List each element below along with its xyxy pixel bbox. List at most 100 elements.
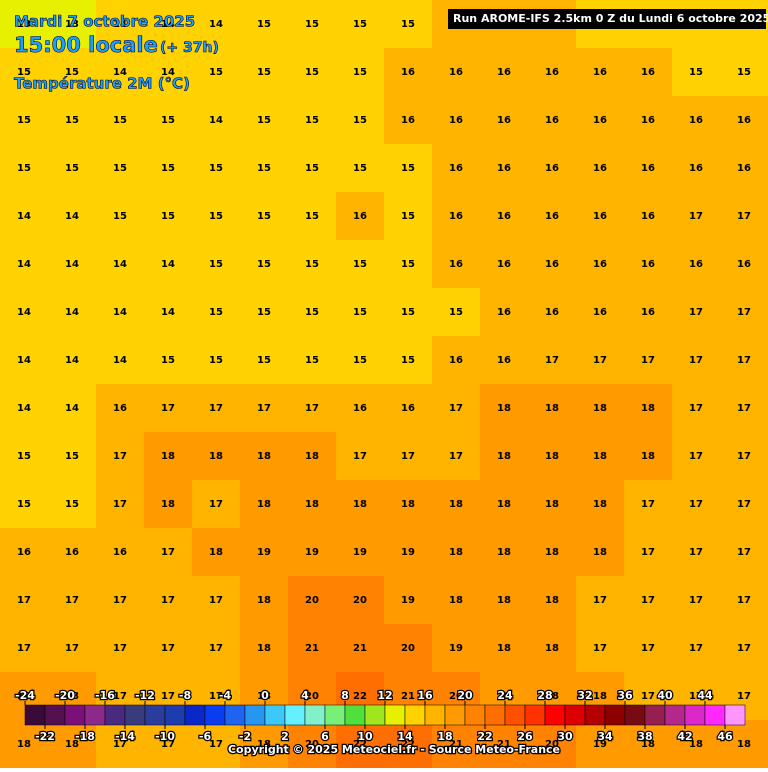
temperature-cell (432, 48, 481, 97)
temperature-value: 15 (257, 115, 271, 126)
colorbar-label: 22 (477, 730, 492, 743)
temperature-cell (336, 576, 385, 625)
temperature-cell (336, 336, 385, 385)
temperature-value: 18 (449, 595, 463, 606)
temperature-value: 20 (305, 739, 319, 750)
temperature-cell (576, 432, 625, 481)
colorbar-label: 42 (677, 730, 692, 743)
temperature-value: 20 (545, 739, 559, 750)
temperature-value: 15 (401, 259, 415, 270)
temperature-value: 14 (113, 19, 127, 30)
temperature-cell (720, 720, 768, 769)
parameter: Température 2M (°C) (14, 75, 190, 93)
temperature-value: 13 (17, 19, 31, 30)
temperature-cell (432, 480, 481, 529)
temperature-value: 15 (257, 307, 271, 318)
temperature-cell (0, 240, 49, 289)
temperature-value: 15 (305, 67, 319, 78)
temperature-cell (624, 480, 673, 529)
temperature-cell (0, 96, 49, 145)
temperature-value: 15 (113, 163, 127, 174)
temperature-value: 17 (449, 403, 463, 414)
temperature-value: 16 (545, 259, 559, 270)
temperature-value: 15 (257, 259, 271, 270)
temperature-value: 17 (593, 355, 607, 366)
temperature-value: 17 (737, 691, 751, 702)
temperature-cell (624, 624, 673, 673)
colorbar-swatch (524, 704, 546, 726)
temperature-cell (240, 192, 289, 241)
temperature-value: 15 (113, 211, 127, 222)
temperature-cell (432, 192, 481, 241)
temperature-cell (480, 576, 529, 625)
temperature-cell (384, 0, 433, 49)
temperature-cell (144, 288, 193, 337)
colorbar-label: 28 (537, 689, 552, 702)
temperature-cell (384, 384, 433, 433)
temperature-cell (96, 384, 145, 433)
colorbar-swatch (444, 704, 466, 726)
temperature-value: 17 (737, 499, 751, 510)
temperature-value: 17 (353, 451, 367, 462)
temperature-value: 17 (593, 595, 607, 606)
temperature-value: 16 (497, 259, 511, 270)
temperature-cell (576, 96, 625, 145)
temperature-cell (432, 288, 481, 337)
colorbar-label: -12 (135, 689, 155, 702)
temperature-cell (336, 528, 385, 577)
temperature-cell (288, 144, 337, 193)
temperature-value: 18 (545, 643, 559, 654)
temperature-cell (624, 336, 673, 385)
temperature-value: 15 (113, 115, 127, 126)
temperature-cell (480, 480, 529, 529)
temperature-cell (48, 96, 97, 145)
temperature-value: 18 (17, 691, 31, 702)
temperature-value: 16 (545, 163, 559, 174)
temperature-cell (48, 480, 97, 529)
temperature-cell (288, 48, 337, 97)
temperature-value: 17 (689, 691, 703, 702)
temperature-cell (528, 576, 577, 625)
temperature-cell (144, 0, 193, 49)
temperature-value: 17 (209, 595, 223, 606)
temperature-cell (528, 48, 577, 97)
colorbar-label: 32 (577, 689, 592, 702)
temperature-cell (720, 144, 768, 193)
temperature-cell (672, 192, 721, 241)
temperature-value: 15 (353, 259, 367, 270)
temperature-cell (288, 528, 337, 577)
temperature-value: 17 (209, 403, 223, 414)
temperature-cell (144, 480, 193, 529)
colorbar-swatch (244, 704, 266, 726)
temperature-value: 16 (449, 259, 463, 270)
temperature-cell (192, 288, 241, 337)
temperature-cell (288, 0, 337, 49)
temperature-cell (144, 48, 193, 97)
temperature-value: 14 (161, 19, 175, 30)
temperature-cell (432, 720, 481, 769)
temperature-value: 17 (305, 403, 319, 414)
colorbar-label: -2 (239, 730, 251, 743)
temperature-value: 18 (305, 451, 319, 462)
temperature-value: 15 (305, 307, 319, 318)
temperature-value: 17 (17, 595, 31, 606)
temperature-cell (480, 288, 529, 337)
temperature-value: 22 (353, 691, 367, 702)
temperature-value: 18 (593, 691, 607, 702)
temperature-cell (384, 576, 433, 625)
temperature-value: 17 (209, 739, 223, 750)
colorbar-label: 6 (321, 730, 329, 743)
temperature-value: 18 (497, 403, 511, 414)
temperature-cell (576, 240, 625, 289)
temperature-value: 14 (113, 259, 127, 270)
temperature-cell (240, 528, 289, 577)
temperature-cell (720, 624, 768, 673)
colorbar-swatch (624, 704, 646, 726)
temperature-value: 16 (545, 307, 559, 318)
temperature-value: 17 (65, 595, 79, 606)
temperature-value: 16 (641, 67, 655, 78)
temperature-value: 17 (737, 355, 751, 366)
temperature-cell (480, 432, 529, 481)
temperature-cell (480, 528, 529, 577)
temperature-value: 18 (257, 595, 271, 606)
